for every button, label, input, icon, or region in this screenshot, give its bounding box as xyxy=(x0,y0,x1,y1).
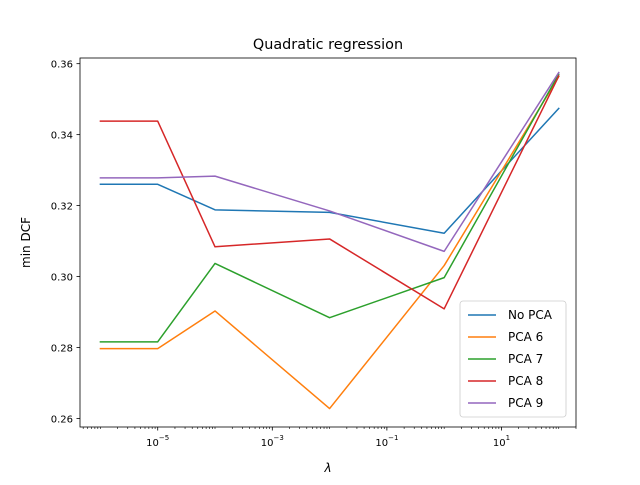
series-line-4 xyxy=(99,75,560,310)
legend-label: PCA 8 xyxy=(508,374,543,388)
series-line-2 xyxy=(99,75,560,410)
series-layer xyxy=(99,71,560,410)
x-tick-label: 10−3 xyxy=(261,434,284,449)
legend-box xyxy=(459,300,567,418)
y-axis-label: min DCF xyxy=(19,217,33,268)
y-tick-label: 0.30 xyxy=(51,273,73,284)
x-axis-label: λ xyxy=(323,461,331,475)
series-line-5 xyxy=(99,71,560,253)
legend: No PCA PCA 6 PCA 7 PCA 8 PCA 9 xyxy=(459,300,567,418)
legend-label: No PCA xyxy=(508,308,553,322)
y-tick-label: 0.26 xyxy=(51,414,73,425)
chart-title: Quadratic regression xyxy=(253,37,403,53)
x-tick-label: 10−1 xyxy=(375,434,398,449)
series-line-3 xyxy=(99,73,560,343)
series-line-1 xyxy=(99,107,560,235)
y-tick-label: 0.34 xyxy=(51,131,73,142)
legend-label: PCA 6 xyxy=(508,330,543,344)
legend-label: PCA 9 xyxy=(508,396,543,410)
x-tick-label: 10−5 xyxy=(146,434,169,449)
y-tick-label: 0.28 xyxy=(51,344,73,355)
legend-label: PCA 7 xyxy=(508,352,543,366)
y-tick-label: 0.36 xyxy=(51,60,73,71)
plot-frame xyxy=(79,57,577,428)
y-tick-label: 0.32 xyxy=(51,202,73,213)
x-tick-label: 101 xyxy=(493,434,510,449)
